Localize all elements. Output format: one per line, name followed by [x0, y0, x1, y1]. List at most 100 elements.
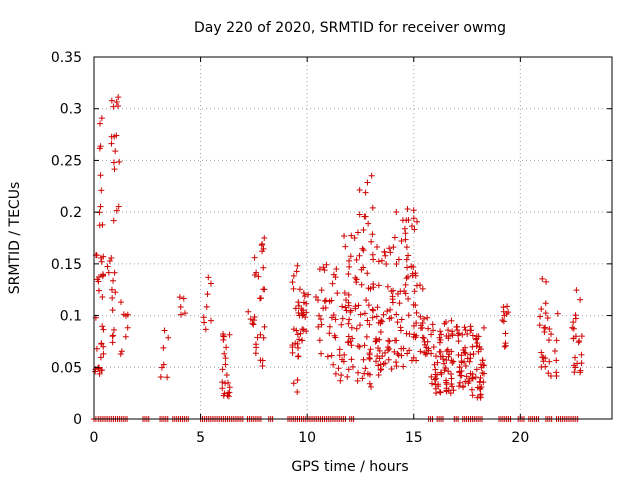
data-point — [462, 378, 469, 385]
data-point — [345, 271, 352, 278]
data-point — [384, 347, 391, 354]
data-point — [100, 350, 107, 357]
data-point — [360, 264, 367, 271]
data-point — [456, 364, 463, 371]
data-point — [479, 357, 486, 364]
data-point — [320, 264, 327, 271]
data-point — [97, 203, 104, 210]
data-point — [207, 317, 214, 324]
data-point — [93, 252, 100, 259]
data-point — [412, 270, 419, 277]
data-point — [100, 272, 107, 279]
data-point — [345, 320, 352, 327]
data-point — [394, 350, 401, 357]
data-point — [115, 102, 122, 109]
data-point — [572, 354, 579, 361]
data-point — [160, 344, 167, 351]
x-tick-label: 10 — [298, 430, 316, 446]
data-point — [480, 362, 487, 369]
data-point — [297, 330, 304, 337]
data-point — [201, 319, 208, 326]
data-point — [301, 293, 308, 300]
data-point — [368, 172, 375, 179]
data-point — [97, 354, 104, 361]
data-point — [96, 370, 103, 377]
data-point — [352, 274, 359, 281]
data-point — [305, 291, 312, 298]
data-point — [431, 376, 438, 383]
data-point — [251, 254, 258, 261]
data-point — [422, 351, 429, 358]
data-point — [122, 333, 129, 340]
data-point — [226, 384, 233, 391]
data-point — [176, 294, 183, 301]
data-point — [202, 326, 209, 333]
data-point — [258, 242, 265, 249]
data-point — [445, 368, 452, 375]
data-point — [402, 290, 409, 297]
data-point — [505, 309, 512, 316]
data-point — [395, 256, 402, 263]
data-point — [290, 285, 297, 292]
data-point — [449, 330, 456, 337]
data-point — [377, 328, 384, 335]
data-point — [226, 331, 233, 338]
data-point — [389, 296, 396, 303]
data-point — [461, 349, 468, 356]
data-point — [502, 340, 509, 347]
data-point — [383, 261, 390, 268]
data-point — [411, 288, 418, 295]
grid — [94, 57, 612, 419]
data-point — [445, 327, 452, 334]
data-point — [391, 337, 398, 344]
data-point — [180, 295, 187, 302]
data-point — [469, 371, 476, 378]
data-point — [289, 349, 296, 356]
data-point — [321, 267, 328, 274]
data-point — [387, 249, 394, 256]
data-point — [165, 334, 172, 341]
data-point — [467, 323, 474, 330]
data-point — [542, 310, 549, 317]
data-point — [406, 330, 413, 337]
data-point — [113, 207, 120, 214]
data-point — [504, 303, 511, 310]
data-point — [443, 379, 450, 386]
data-point — [200, 314, 207, 321]
data-point — [95, 287, 102, 294]
data-point — [542, 363, 549, 370]
data-point — [417, 348, 424, 355]
data-point — [369, 231, 376, 238]
data-point — [358, 281, 365, 288]
data-point — [111, 269, 118, 276]
data-point — [443, 319, 449, 326]
data-point — [326, 298, 333, 305]
data-point — [548, 331, 555, 338]
data-point — [97, 254, 104, 261]
data-point — [108, 254, 115, 261]
data-point — [436, 339, 443, 346]
data-point — [459, 331, 466, 338]
data-point — [250, 321, 257, 328]
data-point — [570, 362, 577, 369]
data-point — [545, 370, 552, 377]
data-point — [364, 179, 371, 186]
data-point — [224, 392, 231, 399]
data-point — [293, 327, 300, 334]
data-point — [404, 273, 411, 280]
data-point — [353, 256, 360, 263]
data-point — [402, 230, 409, 237]
data-point — [369, 314, 376, 321]
data-point — [108, 286, 115, 293]
data-point — [410, 207, 417, 214]
data-point — [258, 295, 265, 302]
data-point — [445, 353, 452, 360]
data-point — [361, 310, 368, 317]
data-point — [365, 302, 372, 309]
data-point — [553, 357, 560, 364]
data-point — [403, 244, 410, 251]
data-point — [366, 355, 373, 362]
data-point — [295, 299, 302, 306]
data-point — [106, 257, 113, 264]
data-point — [222, 355, 229, 362]
